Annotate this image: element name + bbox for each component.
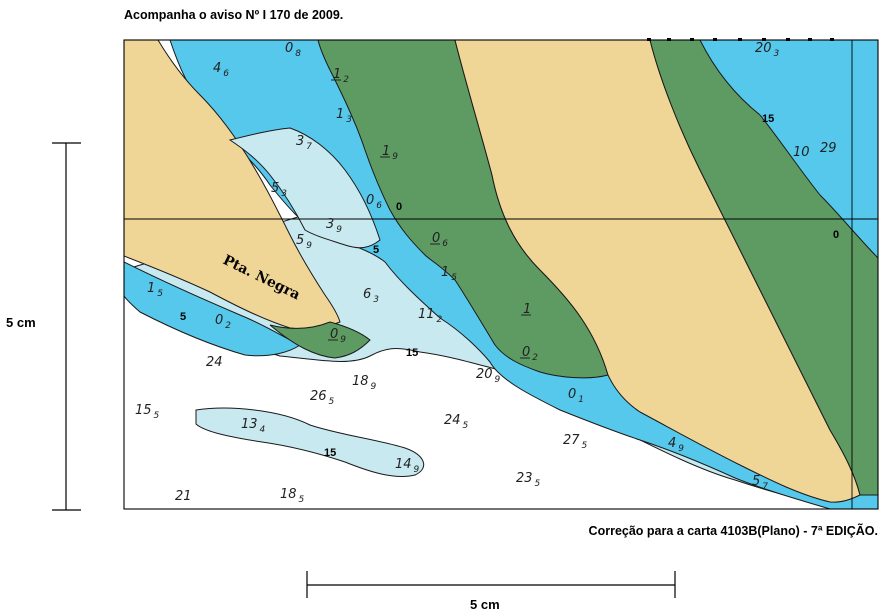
vertical-scale-label: 5 cm xyxy=(6,315,36,330)
land-pta-negra xyxy=(124,40,341,330)
contour-label: 15 xyxy=(762,113,774,125)
contour-label: 15 xyxy=(406,347,418,359)
sounding-label: 18 5 xyxy=(280,487,305,505)
correction-footer: Correção para a carta 4103B(Plano) - 7ª … xyxy=(588,524,878,538)
vertical-scale-bar xyxy=(52,142,81,511)
sounding-label: 23 5 xyxy=(516,471,541,489)
contour-label: 15 xyxy=(324,447,336,459)
sounding-label: 1 xyxy=(523,302,531,317)
notice-header: Acompanha o aviso Nº I 170 de 2009. xyxy=(124,8,344,22)
sounding-label: 26 5 xyxy=(310,389,335,407)
contour-label: 5 xyxy=(373,244,379,256)
sounding-label: 13 4 xyxy=(241,417,266,435)
contour-labels: 0 0 5 5 15 15 15 xyxy=(180,113,839,459)
contour-label: 5 xyxy=(180,311,186,323)
chart-frame xyxy=(123,39,879,510)
sounding-label: 20 3 xyxy=(755,41,780,59)
sounding-label: 11 2 xyxy=(418,307,443,325)
sounding-label: 20 9 xyxy=(476,367,501,385)
horizontal-scale-bar xyxy=(306,571,676,598)
sounding-label: 15 5 xyxy=(135,403,160,421)
border-dots xyxy=(647,38,834,41)
sounding-label: 18 9 xyxy=(352,374,377,392)
contour-label: 0 xyxy=(833,229,839,241)
sounding-label: 29 xyxy=(820,141,837,156)
contour-label: 0 xyxy=(396,201,402,213)
shoal-13 xyxy=(195,407,425,478)
sounding-label: 21 xyxy=(175,489,192,504)
horizontal-scale-label: 5 cm xyxy=(470,597,500,612)
channel-west xyxy=(124,261,301,357)
soundings: 4 60 81 21 33 7 1 95 3 0 63 95 9 0 61 56 311 210 21 50 20 924… xyxy=(135,41,837,505)
depth-area-inner xyxy=(228,127,381,249)
sounding-label: 27 5 xyxy=(563,433,588,451)
chart-area: Pta. Negra 0 0 5 5 15 15 15 4 60 81 21 33 7 1 9… xyxy=(124,40,878,509)
drying-area-east xyxy=(649,40,878,496)
sounding-label: 24 5 xyxy=(444,413,469,431)
sounding-label: 24 xyxy=(206,355,223,370)
sounding-label: 10 xyxy=(793,145,810,160)
drying-area-south xyxy=(269,321,371,359)
sounding-label: 14 9 xyxy=(395,457,420,475)
